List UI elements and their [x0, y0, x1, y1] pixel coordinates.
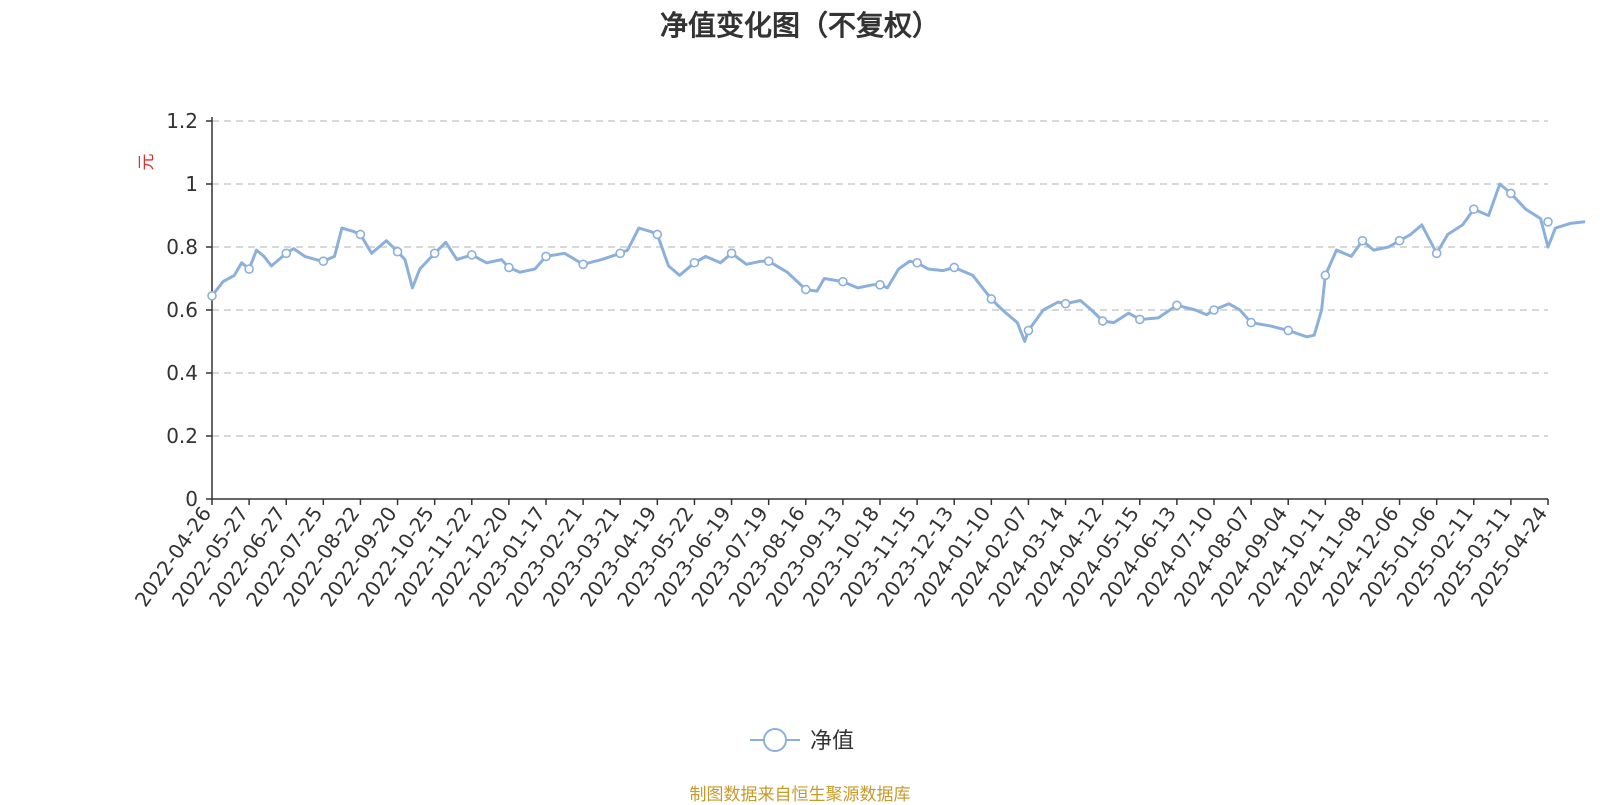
data-point: [1320, 270, 1331, 281]
data-point: [504, 262, 514, 273]
y-tick-label: 0.6: [166, 298, 198, 322]
y-tick-label: 1.2: [166, 109, 198, 133]
data-point: [429, 248, 440, 259]
y-tick-label: 0.8: [166, 235, 198, 259]
grid-lines: [212, 120, 1548, 437]
data-point: [726, 248, 737, 259]
data-point: [689, 257, 700, 268]
data-point: [1468, 204, 1479, 214]
data-point: [207, 291, 217, 301]
data-point: [318, 256, 329, 266]
data-point: [1283, 325, 1294, 336]
data-point: [578, 259, 588, 270]
data-point: [1357, 235, 1368, 246]
data-point: [800, 284, 811, 295]
y-axis: 0 0.2 0.4 0.6 0.8 1 1.2: [166, 109, 213, 511]
data-point: [1543, 217, 1553, 227]
data-point: [949, 262, 960, 273]
y-tick-label: 0.4: [166, 361, 198, 385]
data-point: [244, 264, 254, 274]
series-line: [210, 182, 1586, 343]
data-point: [1134, 314, 1145, 325]
data-point: [652, 229, 663, 240]
data-point: [1097, 316, 1108, 326]
data-point: [1172, 300, 1182, 311]
data-point: [1023, 325, 1034, 336]
data-point: [355, 229, 366, 240]
data-point: [1209, 305, 1219, 315]
data-point: [466, 250, 477, 260]
legend-marker: [763, 728, 787, 752]
data-point: [763, 256, 774, 266]
data-point: [541, 251, 551, 262]
legend-label: 净值: [810, 729, 854, 754]
series-group: [207, 182, 1586, 343]
data-point: [875, 279, 885, 290]
x-axis: 2022-04-262022-05-272022-06-272022-07-25…: [130, 498, 1552, 611]
legend[interactable]: 净值: [750, 728, 854, 754]
data-point: [912, 257, 922, 268]
data-point: [1431, 248, 1442, 259]
data-point: [1246, 317, 1256, 328]
y-tick-label: 0: [185, 487, 198, 511]
y-tick-label: 0.2: [166, 424, 198, 448]
y-tick-label: 1: [185, 172, 198, 196]
data-point: [1060, 298, 1071, 309]
chart-title: 净值变化图（不复权）: [659, 9, 940, 42]
data-point: [392, 246, 403, 257]
data-point: [838, 276, 848, 287]
data-point: [281, 248, 292, 259]
data-point: [615, 248, 626, 259]
data-point: [986, 294, 997, 304]
data-source-note: 制图数据来自恒生聚源数据库: [689, 785, 911, 805]
data-point: [1394, 235, 1405, 246]
data-point: [1506, 188, 1516, 199]
y-axis-unit-label: 元: [137, 154, 157, 171]
